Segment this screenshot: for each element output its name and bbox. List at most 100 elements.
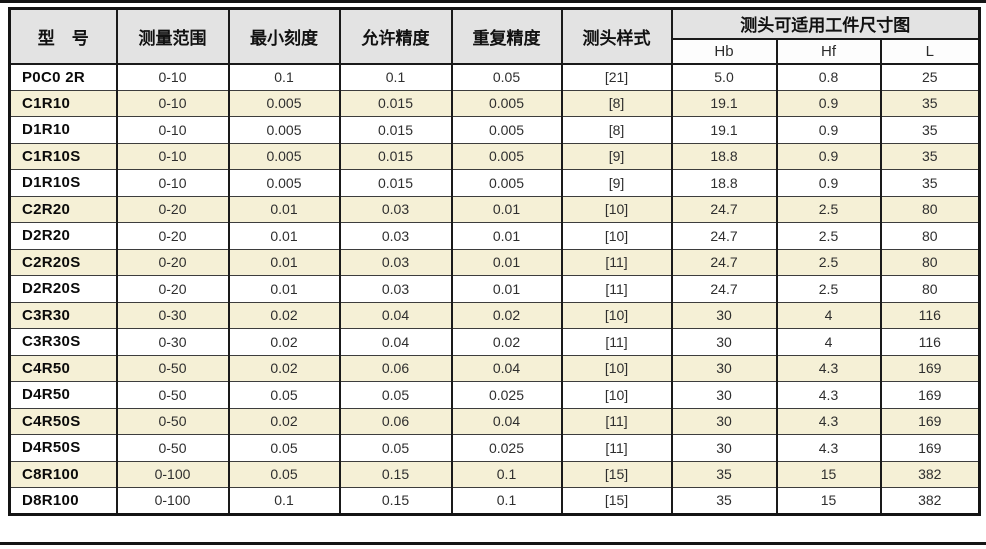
header-model: 型 号 — [8, 7, 118, 65]
value-cell: 382 — [879, 460, 981, 488]
value-cell: 24.7 — [670, 248, 778, 276]
model-cell: D2R20S — [8, 275, 118, 303]
table-row: D8R100 0-100 0.1 0.15 0.1 [15] 35 15 382 — [8, 487, 981, 515]
value-cell: 35 — [670, 460, 778, 488]
value-cell: 0.02 — [450, 301, 563, 329]
value-cell: [11] — [560, 275, 673, 303]
value-cell: 0.04 — [338, 328, 453, 356]
value-cell: 4 — [775, 301, 882, 329]
value-cell: 0-10 — [115, 142, 230, 170]
value-cell: [11] — [560, 434, 673, 462]
table-row: D4R50 0-50 0.05 0.05 0.025 [10] 30 4.3 169 — [8, 381, 981, 409]
table-row: C4R50 0-50 0.02 0.06 0.04 [10] 30 4.3 169 — [8, 354, 981, 382]
table-row: C1R10S 0-10 0.005 0.015 0.005 [9] 18.8 0.9 35 — [8, 142, 981, 170]
bottom-rule — [0, 542, 986, 545]
model-cell: D4R50 — [8, 381, 118, 409]
value-cell: 4.3 — [775, 381, 882, 409]
value-cell: 35 — [879, 116, 981, 144]
header-accuracy: 允许精度 — [338, 7, 453, 65]
value-cell: 35 — [879, 142, 981, 170]
header-repeatability: 重复精度 — [450, 7, 563, 65]
value-cell: 15 — [775, 460, 882, 488]
value-cell: [10] — [560, 222, 673, 250]
header-row-sub: Hb Hf L — [10, 37, 981, 65]
value-cell: 0.005 — [227, 89, 341, 117]
table-row: C3R30 0-30 0.02 0.04 0.02 [10] 30 4 116 — [8, 301, 981, 329]
value-cell: 0.01 — [450, 222, 563, 250]
model-cell: C8R100 — [8, 460, 118, 488]
header-hb: Hb — [670, 37, 778, 65]
value-cell: 4 — [775, 328, 882, 356]
value-cell: 0-50 — [115, 434, 230, 462]
value-cell: 30 — [670, 354, 778, 382]
table-row: C8R100 0-100 0.05 0.15 0.1 [15] 35 15 382 — [8, 460, 981, 488]
value-cell: 0.03 — [338, 195, 453, 223]
value-cell: [15] — [560, 487, 673, 515]
value-cell: 80 — [879, 248, 981, 276]
value-cell: [10] — [560, 381, 673, 409]
header-row-main: 型 号 测量范围 最小刻度 允许精度 重复精度 测头样式 测头可适用工件尺寸图 — [8, 7, 981, 65]
value-cell: [11] — [560, 328, 673, 356]
value-cell: 0.01 — [450, 248, 563, 276]
value-cell: 0.9 — [775, 116, 882, 144]
spec-table: 型 号 测量范围 最小刻度 允许精度 重复精度 测头样式 测头可适用工件尺寸图 … — [8, 7, 981, 516]
value-cell: 0-20 — [115, 248, 230, 276]
value-cell: 2.5 — [775, 275, 882, 303]
value-cell: 0.1 — [338, 63, 453, 91]
value-cell: 30 — [670, 328, 778, 356]
value-cell: 35 — [879, 89, 981, 117]
value-cell: 169 — [879, 354, 981, 382]
value-cell: 0.05 — [227, 434, 341, 462]
value-cell: 35 — [879, 169, 981, 197]
value-cell: 0.04 — [338, 301, 453, 329]
value-cell: [8] — [560, 89, 673, 117]
value-cell: [10] — [560, 354, 673, 382]
value-cell: 0.03 — [338, 222, 453, 250]
value-cell: 0.025 — [450, 381, 563, 409]
value-cell: 0.03 — [338, 248, 453, 276]
value-cell: 0.02 — [227, 407, 341, 435]
value-cell: 0.02 — [227, 301, 341, 329]
value-cell: 169 — [879, 434, 981, 462]
value-cell: 5.0 — [670, 63, 778, 91]
value-cell: 0.15 — [338, 487, 453, 515]
table-row: C1R10 0-10 0.005 0.015 0.005 [8] 19.1 0.9 35 — [8, 89, 981, 117]
table-row: D1R10 0-10 0.005 0.015 0.005 [8] 19.1 0.9 35 — [8, 116, 981, 144]
value-cell: 0.01 — [227, 195, 341, 223]
table-row: P0C0 2R 0-10 0.1 0.1 0.05 [21] 5.0 0.8 25 — [8, 63, 981, 91]
table-row: D2R20S 0-20 0.01 0.03 0.01 [11] 24.7 2.5 80 — [8, 275, 981, 303]
value-cell: 0.05 — [338, 381, 453, 409]
value-cell: 4.3 — [775, 407, 882, 435]
value-cell: 0.9 — [775, 142, 882, 170]
value-cell: 30 — [670, 381, 778, 409]
value-cell: 80 — [879, 195, 981, 223]
value-cell: 0.02 — [227, 354, 341, 382]
value-cell: 30 — [670, 407, 778, 435]
header-hf: Hf — [775, 37, 882, 65]
model-cell: D1R10S — [8, 169, 118, 197]
value-cell: 25 — [879, 63, 981, 91]
value-cell: 0-100 — [115, 487, 230, 515]
value-cell: 0.005 — [450, 169, 563, 197]
value-cell: 24.7 — [670, 222, 778, 250]
model-cell: P0C0 2R — [8, 63, 118, 91]
value-cell: 18.8 — [670, 169, 778, 197]
header-probe-style: 测头样式 — [560, 7, 673, 65]
value-cell: [15] — [560, 460, 673, 488]
value-cell: 0.005 — [450, 142, 563, 170]
model-cell: C1R10S — [8, 142, 118, 170]
value-cell: 0-20 — [115, 195, 230, 223]
header-range: 测量范围 — [115, 7, 230, 65]
value-cell: 0.04 — [450, 354, 563, 382]
table-row: D2R20 0-20 0.01 0.03 0.01 [10] 24.7 2.5 80 — [8, 222, 981, 250]
model-cell: C3R30 — [8, 301, 118, 329]
header-min-scale: 最小刻度 — [227, 7, 341, 65]
model-cell: D1R10 — [8, 116, 118, 144]
value-cell: 0.01 — [227, 222, 341, 250]
value-cell: 169 — [879, 407, 981, 435]
value-cell: 30 — [670, 434, 778, 462]
value-cell: 4.3 — [775, 434, 882, 462]
value-cell: 30 — [670, 301, 778, 329]
model-cell: C4R50S — [8, 407, 118, 435]
